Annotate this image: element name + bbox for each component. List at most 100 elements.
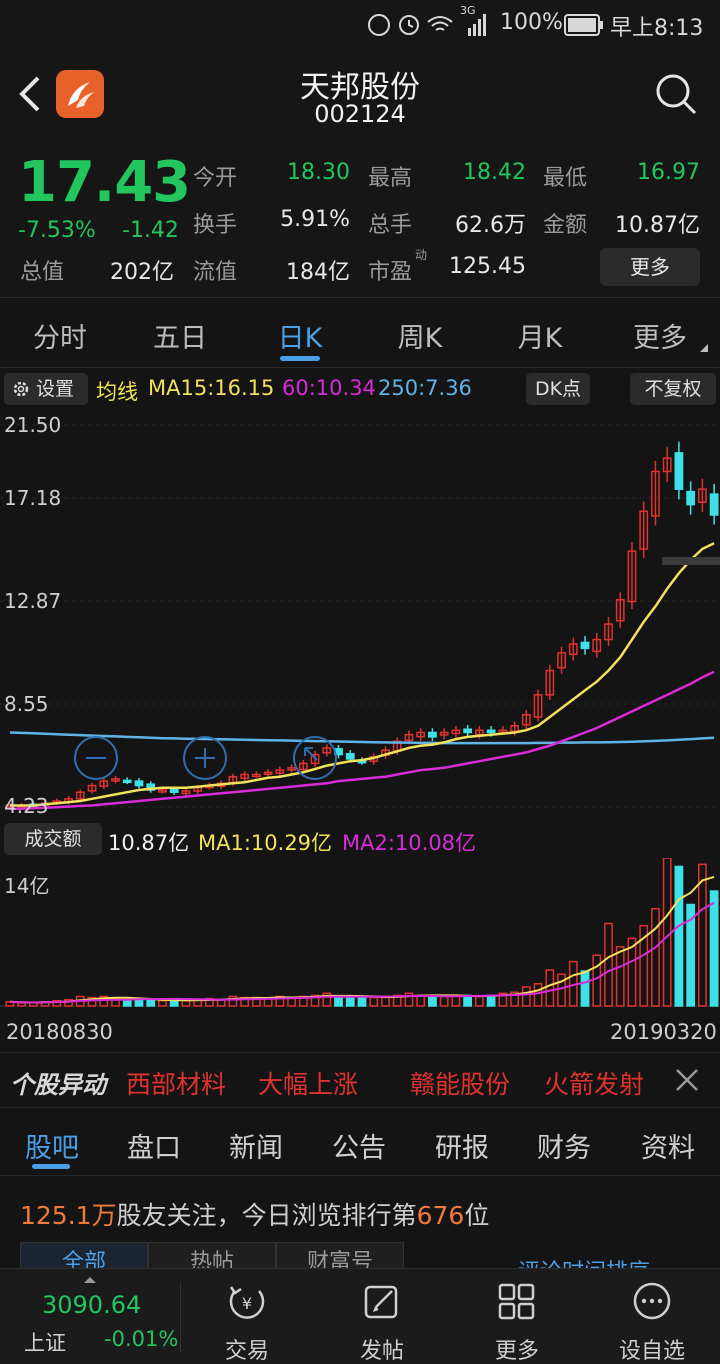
volume-bar xyxy=(474,995,484,1007)
filter-wealth[interactable]: 财富号 xyxy=(276,1242,404,1272)
expand-up-icon[interactable] xyxy=(82,1275,98,1285)
volume-bar xyxy=(651,907,660,1007)
tab-daily-k[interactable]: 日K xyxy=(277,323,323,354)
volume-bar xyxy=(545,969,555,1007)
alert-event-2: 火箭发射 xyxy=(544,1070,645,1099)
back-icon[interactable] xyxy=(16,74,46,114)
candle-body xyxy=(428,731,437,738)
volume-bar xyxy=(557,973,566,1007)
alert-stock-2[interactable]: 赣能股份 xyxy=(410,1070,511,1099)
turnover-value: 5.91% xyxy=(280,207,350,232)
stock-code: 002124 xyxy=(314,100,406,128)
nav-more[interactable]: 更多 xyxy=(457,1277,577,1364)
index-change: -0.01% xyxy=(104,1327,179,1351)
volume-chart[interactable]: 14亿 xyxy=(0,857,720,1008)
volume-bar xyxy=(52,999,62,1007)
candle-body xyxy=(169,788,179,793)
close-icon[interactable] xyxy=(672,1065,702,1095)
volume-bar xyxy=(428,995,437,1007)
candle-body xyxy=(486,729,496,734)
stock-alert-bar[interactable]: 个股异动 西部材料 大幅上涨 赣能股份 火箭发射 xyxy=(0,1052,720,1108)
volume-bar xyxy=(627,937,637,1007)
total-hands-label: 总手 xyxy=(368,213,413,238)
nav-add-watchlist[interactable]: 设自选 xyxy=(592,1277,712,1364)
tab-weekly-k[interactable]: 周K xyxy=(397,323,443,354)
chart-toolbar: 设置 均线 MA15:16.15 60:10.34 250:7.36 DK点 不… xyxy=(0,369,720,409)
volume-ma2-line xyxy=(9,901,715,1004)
candle-body xyxy=(158,789,167,793)
volume-indicator-button[interactable]: 成交额 xyxy=(4,823,102,855)
candle-body xyxy=(698,488,707,504)
tab-intraday[interactable]: 分时 xyxy=(33,323,87,354)
candle-body xyxy=(615,598,625,622)
filter-all[interactable]: 全部 xyxy=(20,1242,148,1272)
tab-more[interactable]: 更多 xyxy=(633,323,687,354)
filter-hot[interactable]: 热帖 xyxy=(148,1242,276,1272)
volume-bar xyxy=(357,996,367,1007)
clock: 早上8:13 xyxy=(610,16,704,41)
candle-body xyxy=(604,623,613,641)
tab-five-day[interactable]: 五日 xyxy=(153,323,207,354)
nav-trade[interactable]: ¥ 交易 xyxy=(187,1277,307,1364)
zoom-in-icon[interactable] xyxy=(181,734,229,782)
candle-body xyxy=(545,669,555,696)
candle-body xyxy=(592,638,602,653)
chart-settings-button[interactable]: 设置 xyxy=(4,373,88,405)
dk-point-button[interactable]: DK点 xyxy=(526,373,590,405)
quote-more-button[interactable]: 更多 xyxy=(600,248,700,286)
tab-announcements[interactable]: 公告 xyxy=(332,1133,386,1164)
kline-chart[interactable]: 21.50 17.18 12.87 8.55 4.23 xyxy=(0,409,720,820)
tab-order-book[interactable]: 盘口 xyxy=(127,1133,181,1164)
tab-forum[interactable]: 股吧 xyxy=(25,1133,79,1164)
float-value: 184亿 xyxy=(286,260,350,285)
y-tick-5: 4.23 xyxy=(4,794,49,818)
zoom-out-icon[interactable] xyxy=(72,734,120,782)
status-bar: 3G 100% 早上8:13 xyxy=(0,0,720,50)
header: 天邦股份 002124 xyxy=(0,50,720,140)
ma-title: 均线 xyxy=(96,380,138,404)
battery-percent: 100% xyxy=(500,10,563,35)
alert-brand: 个股异动 xyxy=(10,1071,106,1099)
volume-bar xyxy=(146,999,156,1007)
adjust-button[interactable]: 不复权 xyxy=(630,373,716,405)
volume-bar xyxy=(486,994,496,1007)
low-label: 最低 xyxy=(543,166,588,191)
open-label: 今开 xyxy=(193,166,238,191)
index-name: 上证 xyxy=(24,1331,66,1355)
svg-text:¥: ¥ xyxy=(242,1294,252,1313)
volume-bar xyxy=(686,903,696,1007)
reset-zoom-icon[interactable] xyxy=(291,734,339,782)
candle-body xyxy=(533,694,543,718)
volume-bar xyxy=(592,954,602,1007)
tab-profile[interactable]: 资料 xyxy=(641,1133,695,1164)
nav-post[interactable]: 发帖 xyxy=(322,1277,442,1364)
quote-panel: 17.43 -7.53% -1.42 总值 202亿 今开 18.30 最高 1… xyxy=(0,140,720,298)
volume-ma1: MA1:10.29亿 xyxy=(198,831,333,855)
candle-body xyxy=(557,652,566,669)
volume-bar xyxy=(580,970,590,1007)
tab-monthly-k[interactable]: 月K xyxy=(517,323,563,354)
tab-financials[interactable]: 财务 xyxy=(537,1133,591,1164)
pe-value: 125.45 xyxy=(449,254,526,279)
volume-bar xyxy=(639,924,649,1007)
alert-stock-1[interactable]: 西部材料 xyxy=(126,1070,227,1099)
high-label: 最高 xyxy=(368,166,413,191)
nav-trade-label: 交易 xyxy=(224,1339,269,1364)
candle-body xyxy=(263,771,273,776)
battery-icon xyxy=(564,14,603,36)
volume-bar xyxy=(674,865,684,1007)
nav-post-label: 发帖 xyxy=(359,1339,404,1364)
tab-research[interactable]: 研报 xyxy=(435,1133,489,1164)
tab-news[interactable]: 新闻 xyxy=(229,1133,283,1164)
candle-body xyxy=(310,753,320,765)
candle-body xyxy=(709,493,719,516)
turnover-label: 换手 xyxy=(193,213,238,238)
index-value[interactable]: 3090.64 xyxy=(42,1291,142,1319)
search-icon[interactable] xyxy=(654,72,698,116)
candle-body xyxy=(498,729,508,733)
volume-bar xyxy=(322,992,332,1007)
volume-bar xyxy=(5,1001,15,1007)
gear-icon xyxy=(13,381,29,397)
active-subtab-indicator xyxy=(32,1164,70,1169)
volume-axis-max: 14亿 xyxy=(4,874,50,898)
